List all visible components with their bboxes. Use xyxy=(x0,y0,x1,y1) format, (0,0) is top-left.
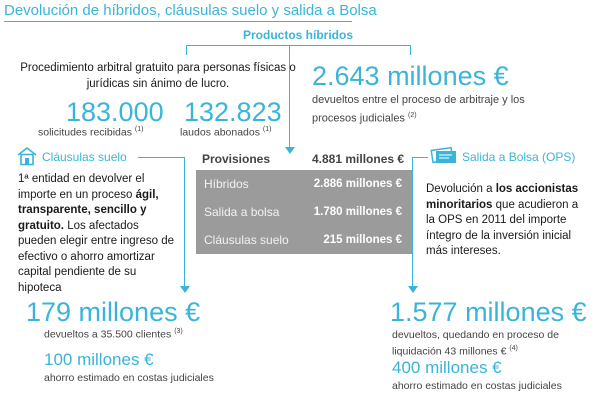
arrow-down-icon xyxy=(285,147,295,154)
clausulas-ahorro-text: ahorro estimado en costas judiciales xyxy=(44,372,214,384)
provision-row-salida-bolsa: Salida a bolsa 1.780 millones € xyxy=(204,205,402,219)
connector-left-vertical xyxy=(186,45,187,55)
clausulas-devuelto-value: 179 millones € xyxy=(26,297,201,327)
salida-bolsa-description: Devolución a los accionistas minoritario… xyxy=(426,183,579,257)
laudos-value: 132.823 xyxy=(184,97,282,127)
bolsa-connector-vertical xyxy=(412,157,413,287)
hibridos-devuelto-value: 2.643 millones € xyxy=(312,61,509,91)
clausulas-devuelto-text: devueltos a 35.500 clientes (3) xyxy=(44,328,183,341)
bolsa-ahorro-text: ahorro estimado en costas judiciales xyxy=(392,380,562,392)
clausulas-ahorro-value: 100 millones € xyxy=(44,350,154,369)
provisiones-label: Provisiones xyxy=(202,152,271,166)
arrow-down-icon xyxy=(180,286,190,293)
bolsa-devuelto-value: 1.577 millones € xyxy=(390,297,587,327)
clausulas-suelo-description: 1ª entidad en devolver el importe en un … xyxy=(18,173,175,294)
provisiones-total: 4.881 millones € xyxy=(312,152,405,166)
connector-center-vertical xyxy=(289,45,290,149)
clausulas-suelo-label: Cláusulas suelo xyxy=(42,150,127,164)
solicitudes-value: 183.000 xyxy=(66,97,164,127)
provision-row-clausulas-suelo: Cláusulas suelo 215 millones € xyxy=(204,233,402,247)
solicitudes-label: solicitudes recibidas (1) xyxy=(38,126,144,139)
house-icon xyxy=(16,146,38,166)
connector-top-horizontal xyxy=(186,45,410,46)
ticket-icon xyxy=(430,146,458,164)
productos-hibridos-label: Productos híbridos xyxy=(242,28,353,42)
salida-bolsa-label: Salida a Bolsa (OPS) xyxy=(462,150,576,164)
arrow-down-icon xyxy=(408,286,418,293)
bolsa-ahorro-value: 400 millones € xyxy=(392,358,502,377)
provisiones-breakdown-box: Híbridos 2.886 millones € Salida a bolsa… xyxy=(196,170,412,254)
laudos-label: laudos abonados (1) xyxy=(180,126,272,139)
page-title: Devolución de híbridos, cláusulas suelo … xyxy=(4,2,377,19)
connector-right-vertical xyxy=(410,45,411,55)
hibridos-devuelto-text: devueltos entre el proceso de arbitraje … xyxy=(312,94,525,125)
productos-hibridos-description: Procedimiento arbitral gratuito para per… xyxy=(20,62,296,90)
bolsa-connector-horizontal xyxy=(412,157,428,158)
clausulas-connector-vertical xyxy=(184,157,185,287)
title-underline xyxy=(4,21,352,22)
clausulas-connector-horizontal xyxy=(138,157,184,158)
bolsa-devuelto-text: devueltos, quedando en proceso de liquid… xyxy=(392,329,559,358)
provision-row-hibridos: Híbridos 2.886 millones € xyxy=(204,177,402,191)
